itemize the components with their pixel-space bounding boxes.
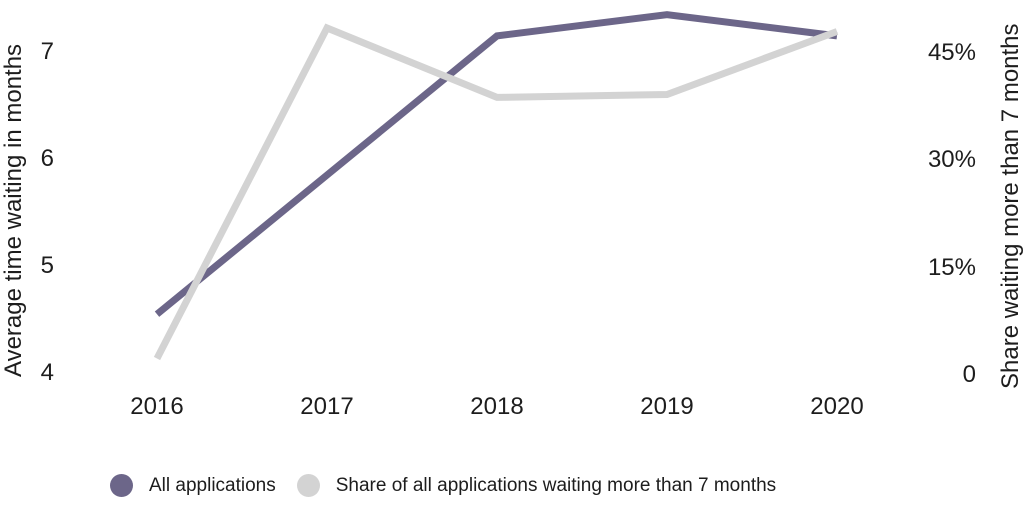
x-axis-tick-label: 2019 [640, 393, 694, 420]
right-axis-tick-label: 30% [927, 146, 976, 174]
x-axis-tick-label: 2020 [810, 393, 864, 420]
left-axis-tick-label: 7 [40, 38, 54, 65]
right-axis-tick-label: 15% [927, 253, 976, 281]
legend-item-share-waiting: Share of all applications waiting more t… [296, 474, 777, 497]
right-axis-tick-label: 0 [962, 361, 976, 388]
right-axis-tick-label: 45% [927, 39, 976, 66]
left-axis-tick-label: 6 [40, 145, 54, 172]
x-axis-tick-label: 2017 [300, 393, 354, 420]
legend-dot-share-waiting [296, 474, 320, 497]
legend-dot-all-applications [110, 474, 133, 497]
left-axis-tick-label: 5 [40, 252, 54, 279]
x-axis-tick-label: 2018 [470, 393, 524, 420]
line-share-waiting-more-than-7-months [153, 23, 839, 361]
legend: All applications Share of all applicatio… [110, 474, 776, 497]
x-axis-tick-label: 2016 [130, 393, 184, 420]
legend-item-all-applications: All applications [110, 474, 276, 497]
line-all-applications [154, 11, 838, 317]
left-axis-tick-label: 4 [40, 359, 54, 386]
legend-label-all-applications: All applications [149, 474, 276, 496]
legend-label-share-waiting: Share of all applications waiting more t… [335, 474, 777, 496]
